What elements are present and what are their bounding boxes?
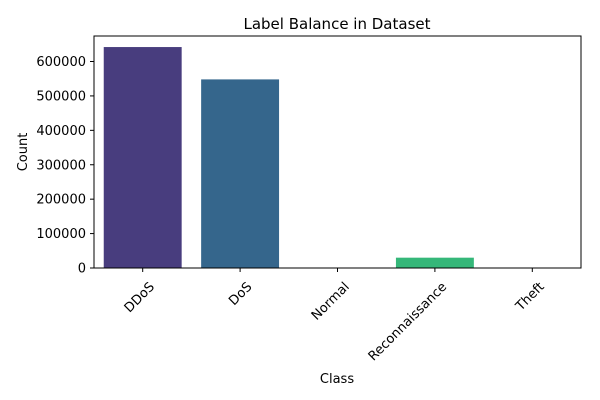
y-axis-title: Count	[16, 133, 31, 172]
y-tick-label: 600000	[36, 55, 86, 70]
y-axis: 0 100000 200000 300000 400000 500000 600000	[36, 55, 94, 277]
y-tick-label: 300000	[36, 158, 86, 173]
x-tick-label: DoS	[226, 280, 255, 309]
bars-group	[103, 47, 572, 269]
y-tick-label: 500000	[36, 89, 86, 104]
y-tick-label: 200000	[36, 193, 86, 208]
chart-title: Label Balance in Dataset	[243, 15, 430, 33]
x-tick-label: Theft	[512, 280, 547, 315]
plot-frame	[93, 35, 582, 269]
bar-ddos	[103, 47, 182, 268]
y-tick-label: 100000	[36, 227, 86, 242]
x-tick-label: Normal	[309, 280, 353, 324]
y-tick-label: 0	[78, 262, 86, 277]
x-axis: DDoS DoS Normal Reconnaissance Theft	[122, 268, 548, 364]
x-axis-title: Class	[320, 372, 354, 387]
bar-dos	[201, 79, 280, 269]
x-tick-label: Reconnaissance	[366, 280, 451, 365]
y-tick-label: 400000	[36, 124, 86, 139]
x-tick-label: DDoS	[122, 280, 158, 316]
bar-reconnaissance	[395, 257, 474, 268]
